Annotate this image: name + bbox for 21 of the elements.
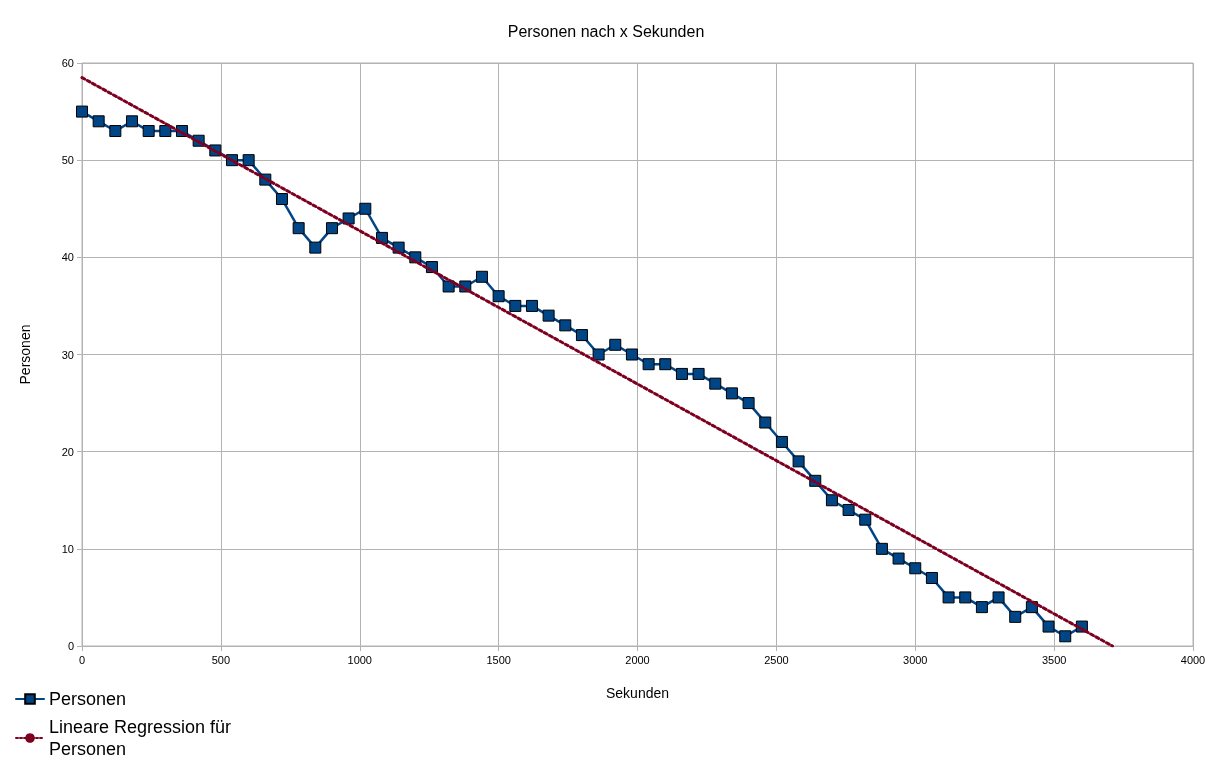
y-tick-label: 40 — [61, 251, 74, 264]
y-tick-label: 20 — [61, 445, 74, 458]
x-tick-label: 4000 — [1180, 653, 1206, 666]
x-tick-label: 2500 — [764, 653, 789, 666]
x-tick-label: 3000 — [903, 653, 928, 666]
x-tick-label: 1500 — [486, 653, 511, 666]
y-tick-label: 10 — [61, 542, 74, 555]
x-tick-label: 500 — [211, 653, 231, 666]
y-tick-label: 60 — [61, 57, 74, 69]
x-tick-label: 0 — [78, 653, 86, 666]
y-tick-label: 0 — [67, 640, 74, 652]
x-tick-label: 3500 — [1041, 653, 1067, 666]
legend-label: Lineare Regression für Personen — [49, 717, 237, 759]
legend-label: Personen — [49, 689, 127, 709]
chart-title: Personen nach x Sekunden — [507, 22, 705, 40]
x-axis-title: Sekunden — [605, 685, 670, 701]
y-tick-label: 50 — [61, 154, 74, 167]
x-tick-label: 1000 — [347, 653, 372, 666]
y-tick-label: 30 — [61, 348, 74, 361]
x-tick-label: 2000 — [625, 653, 650, 666]
y-axis-title: Personen — [17, 324, 33, 385]
